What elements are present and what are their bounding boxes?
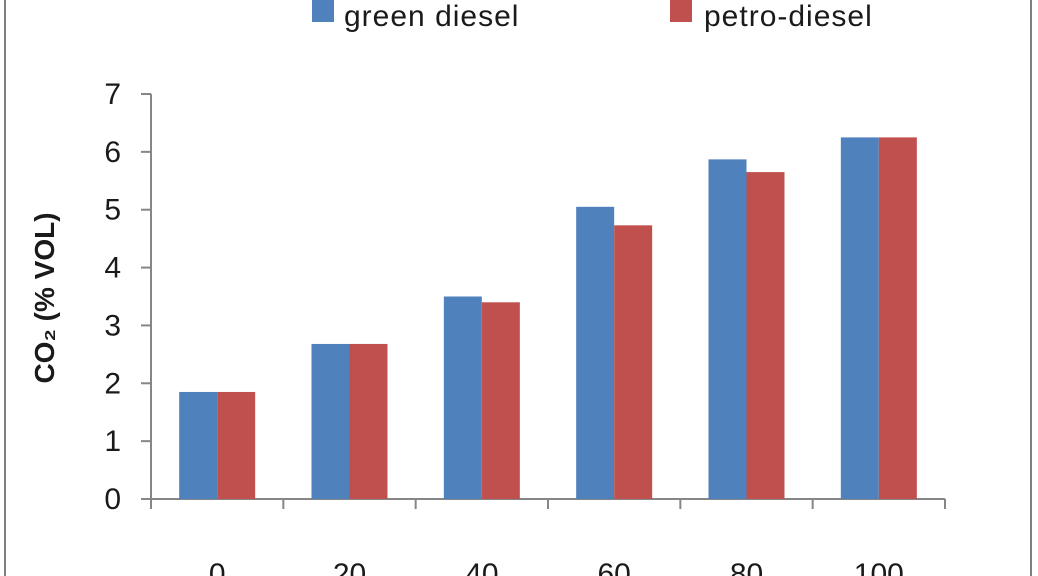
bar-green-diesel-60: [576, 206, 615, 500]
bar-petro-diesel-80: [746, 172, 785, 499]
legend-label-petro-diesel: petro-diesel: [704, 0, 873, 33]
bar-petro-diesel-60: [614, 225, 653, 500]
legend: green diesel petro-diesel: [312, 0, 873, 33]
x-tick-label: 60: [597, 558, 630, 576]
x-tick-label: 20: [333, 558, 366, 576]
bar-petro-diesel-20: [349, 343, 388, 499]
x-tick-label: 100: [854, 558, 904, 576]
chart-frame: [4, 0, 1032, 576]
x-tick-label: 0: [209, 558, 226, 576]
y-tick-labels: 0 1 2 3 4 5 6 7: [104, 78, 121, 516]
bar-green-diesel-100: [840, 137, 879, 499]
bar-green-diesel-0: [179, 391, 218, 499]
x-tick-label: 40: [465, 558, 498, 576]
y-tick-label: 5: [104, 194, 121, 227]
y-tick-label: 7: [104, 78, 121, 111]
bar-green-diesel-80: [708, 159, 747, 499]
legend-swatch-petro-diesel: [670, 0, 692, 22]
bar-petro-diesel-40: [481, 302, 520, 499]
y-tick-label: 1: [104, 425, 121, 458]
bar-petro-diesel-0: [217, 391, 256, 499]
y-tick-label: 2: [104, 367, 121, 400]
y-tick-label: 3: [104, 309, 121, 342]
bar-petro-diesel-100: [878, 137, 917, 499]
y-axis-label: CO₂ (% VOL): [29, 212, 60, 383]
y-tick-label: 6: [104, 136, 121, 169]
x-tick-label: 80: [730, 558, 763, 576]
legend-swatch-green-diesel: [312, 0, 334, 22]
bar-green-diesel-20: [311, 343, 350, 499]
legend-label-green-diesel: green diesel: [344, 0, 519, 33]
bars: [179, 137, 917, 500]
bar-green-diesel-40: [443, 296, 482, 499]
x-tick-labels: 0 20 40 60 80 100: [209, 558, 904, 576]
axes: [141, 93, 946, 509]
y-tick-label: 4: [104, 252, 121, 285]
y-tick-label: 0: [104, 483, 121, 516]
